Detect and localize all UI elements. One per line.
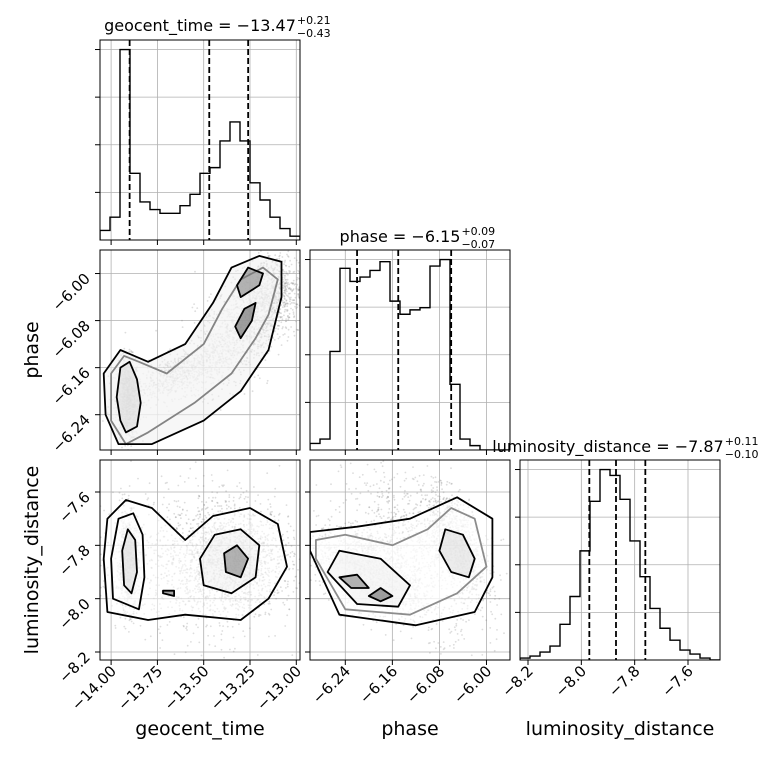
ticks [515,469,689,665]
x-tick-label: −13.25 [207,662,259,714]
x-tick-label: −13.50 [161,662,213,714]
title-phase-minus: −0.07 [461,238,495,251]
contour-line [234,302,257,340]
axes-frame [309,459,511,661]
quantile-lines-phase [356,250,453,450]
contour-line [162,589,175,597]
x-tick-label: −6.24 [309,662,354,707]
panel-luminosity-distance-hist: luminosity_distance = −7.87 +0.11 −0.10 [492,435,758,665]
x-tick-label: −6.00 [450,662,495,707]
x-tick-label: −7.8 [605,662,643,700]
panel-geocent-time-vs-luminosity-distance [95,459,301,665]
contour-line [236,266,264,298]
contour-line [367,587,394,603]
ticks [95,273,297,455]
x-tick-label: −8.0 [552,662,590,700]
axes-frame [99,249,301,451]
contour-line [223,544,249,579]
ticks [95,491,297,665]
title-geocent-time: geocent_time = −13.47 [104,16,296,36]
title-phase: phase = −6.15 [340,227,461,246]
y-tick-label: −7.6 [55,488,93,526]
gridlines [310,250,510,450]
ticks [305,491,487,665]
title-luminosity-distance: luminosity_distance = −7.87 [492,437,723,457]
panel-phase-vs-luminosity-distance [305,459,511,665]
contour-line [115,360,142,434]
title-geocent-time-minus: −0.43 [297,27,331,40]
ticks [305,259,487,455]
contour-line [438,528,476,579]
ticks [95,49,297,245]
title-luminosity-distance-minus: −0.10 [725,448,759,461]
panel-geocent-time-hist: geocent_time = −13.47 +0.21 −0.43 [95,14,331,245]
axes-frame [99,39,301,241]
histogram-phase [310,258,510,450]
y-axis-label-luminosity-distance: luminosity_distance [21,466,43,655]
x-tick-label: −6.16 [356,662,401,707]
title-phase-plus: +0.09 [461,225,495,238]
x-axis-label-luminosity-distance: luminosity_distance [526,718,715,740]
y-tick-label: −6.08 [49,317,94,362]
quantile-lines-luminosity-distance [588,460,647,660]
x-axis-label-phase: phase [381,718,438,740]
x-tick-label: −13.00 [253,662,305,714]
panel-geocent-time-vs-phase [95,249,301,455]
density-contours [102,255,283,445]
histogram-luminosity-distance [520,468,720,660]
axes-frame [99,459,301,661]
contour-line [326,549,411,608]
contour-line [338,573,370,589]
x-axis-label-geocent-time: geocent_time [135,718,264,740]
title-geocent-time-plus: +0.21 [297,14,331,27]
y-tick-label: −6.24 [49,411,94,456]
contour-line [121,528,138,595]
panel-phase-hist: phase = −6.15 +0.09 −0.07 [305,225,511,455]
y-tick-label: −7.8 [55,541,93,579]
x-tick-label: −7.6 [658,662,696,700]
x-tick-label: −6.08 [403,662,448,707]
title-luminosity-distance-plus: +0.11 [725,435,759,448]
quantile-lines-geocent-time [128,40,250,240]
gridlines [520,460,720,660]
density-contours [310,496,494,627]
axes-frame [519,459,721,661]
y-tick-label: −6.00 [49,270,94,315]
x-tick-label: −13.75 [114,662,166,714]
y-axis-label-phase: phase [21,321,43,378]
y-tick-label: −8.0 [55,595,93,633]
x-tick-label: −8.2 [498,662,536,700]
density-contours [102,499,288,621]
axes-frame [309,249,511,451]
contour-line [102,255,283,445]
y-tick-label: −6.16 [49,364,94,409]
